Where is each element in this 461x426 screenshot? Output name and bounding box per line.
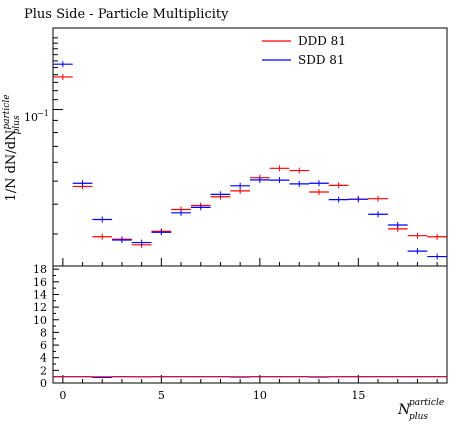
ratio-tick-label-12: 12 xyxy=(33,301,47,314)
x-tick-label-0: 0 xyxy=(59,389,66,402)
ratio-tick-label-16: 16 xyxy=(33,276,47,289)
y-axis-label-sub: plus xyxy=(12,115,22,134)
y-axis-label: 1/N dN/dNparticleplus xyxy=(2,94,22,201)
y-tick-major-label: 10 −1 xyxy=(24,109,49,124)
legend: DDD 81 SDD 81 xyxy=(262,34,346,67)
y-axis-label-main: 1/N dN/dN xyxy=(4,130,19,202)
chart-title: Plus Side - Particle Multiplicity xyxy=(24,7,229,22)
ratio-layer xyxy=(53,376,447,379)
x-tick-label-15: 15 xyxy=(351,389,365,402)
y-tick-major-exponent: −1 xyxy=(37,109,49,118)
x-axis-label-main: N xyxy=(397,402,411,418)
ratio-tick-label-0: 0 xyxy=(40,377,47,390)
legend-label-sdd: SDD 81 xyxy=(298,53,345,67)
x-axis-label-sup: particle xyxy=(409,398,444,408)
y-axis-label-sup: particle xyxy=(2,94,12,129)
y-tick-major-base: 10 xyxy=(24,111,38,124)
ratio-tick-label-6: 6 xyxy=(40,339,47,352)
y-axis-ticks xyxy=(53,37,63,235)
ratio-plot-frame xyxy=(52,265,448,384)
x-tick-label-5: 5 xyxy=(158,389,165,402)
ratio-tick-label-14: 14 xyxy=(33,288,47,301)
x-axis-label: N particle plus xyxy=(397,398,444,422)
x-tick-label-10: 10 xyxy=(253,389,267,402)
ratio-tick-label-10: 10 xyxy=(33,314,47,327)
series-layer xyxy=(53,61,447,260)
x-axis-ticks: 0 5 10 15 xyxy=(59,258,438,402)
ratio-tick-label-4: 4 xyxy=(40,352,47,365)
ratio-tick-label-18: 18 xyxy=(33,263,47,276)
main-plot-frame xyxy=(52,27,448,267)
ratio-tick-label-2: 2 xyxy=(40,364,47,377)
svg-text:1/N dN/dNparticleplus: 1/N dN/dNparticleplus xyxy=(2,94,22,201)
x-axis-label-sub: plus xyxy=(409,412,428,422)
legend-entry-ddd: DDD 81 xyxy=(262,34,346,48)
legend-label-ddd: DDD 81 xyxy=(298,34,346,48)
ratio-tick-label-8: 8 xyxy=(40,326,47,339)
legend-entry-sdd: SDD 81 xyxy=(262,53,345,67)
